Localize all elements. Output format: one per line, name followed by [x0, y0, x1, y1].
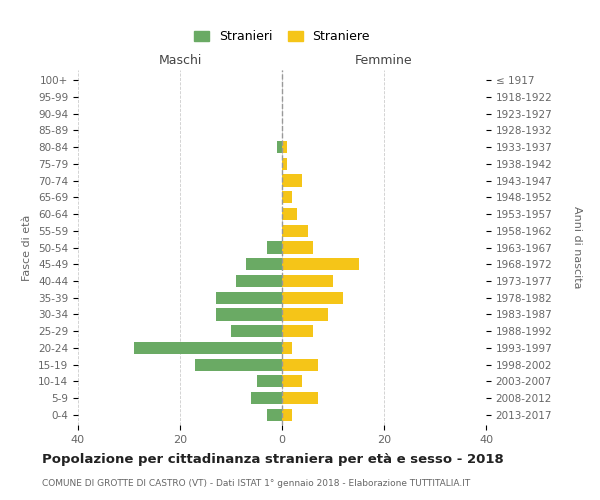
Bar — [282, 242, 313, 254]
Bar — [196, 358, 282, 370]
Bar — [282, 342, 292, 354]
Bar — [282, 174, 302, 186]
Y-axis label: Anni di nascita: Anni di nascita — [572, 206, 582, 289]
Bar — [282, 392, 318, 404]
Bar — [282, 158, 287, 170]
Bar — [282, 292, 343, 304]
Text: COMUNE DI GROTTE DI CASTRO (VT) - Dati ISTAT 1° gennaio 2018 - Elaborazione TUTT: COMUNE DI GROTTE DI CASTRO (VT) - Dati I… — [42, 479, 470, 488]
Bar — [277, 141, 282, 153]
Bar — [216, 308, 282, 320]
Bar — [282, 191, 292, 203]
Bar — [246, 258, 282, 270]
Y-axis label: Fasce di età: Fasce di età — [22, 214, 32, 280]
Bar — [266, 242, 282, 254]
Text: Maschi: Maschi — [158, 54, 202, 66]
Bar — [236, 275, 282, 287]
Bar — [282, 275, 333, 287]
Text: Popolazione per cittadinanza straniera per età e sesso - 2018: Popolazione per cittadinanza straniera p… — [42, 452, 504, 466]
Bar — [216, 292, 282, 304]
Bar — [282, 376, 302, 388]
Bar — [134, 342, 282, 354]
Bar — [282, 208, 298, 220]
Bar — [282, 325, 313, 338]
Bar — [282, 224, 308, 237]
Bar — [231, 325, 282, 338]
Bar — [282, 258, 359, 270]
Bar — [257, 376, 282, 388]
Bar — [266, 409, 282, 421]
Text: Femmine: Femmine — [355, 54, 413, 66]
Bar — [282, 141, 287, 153]
Legend: Stranieri, Straniere: Stranieri, Straniere — [190, 26, 374, 47]
Bar — [282, 358, 318, 370]
Bar — [251, 392, 282, 404]
Bar — [282, 308, 328, 320]
Bar — [282, 409, 292, 421]
